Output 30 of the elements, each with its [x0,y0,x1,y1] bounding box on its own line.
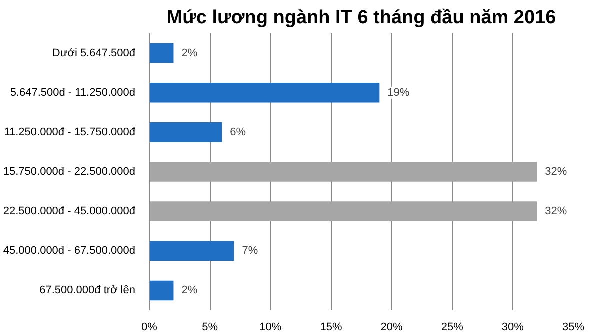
data-label: 2% [182,284,198,297]
x-tick-label: 25% [441,322,464,334]
y-tick-label: 67.500.000đ trở lên [40,284,136,297]
x-tick-label: 10% [260,322,282,334]
bar [150,43,174,64]
data-label: 7% [242,245,258,258]
x-tick-label: 20% [380,322,404,334]
x-tick-label: 15% [320,322,342,334]
y-tick-label: 11.250.000đ - 15.750.000đ [4,126,136,138]
bar [150,241,234,262]
data-label: 32% [545,206,568,218]
y-tick-label: 45.000.000đ - 67.500.000đ [3,245,136,258]
y-tick-label: 22.500.000đ - 45.000.000đ [3,206,136,218]
x-tick-label: 0% [142,322,158,334]
x-tick-label: 35% [562,322,585,334]
data-label: 32% [545,166,568,178]
y-tick-label: 15.750.000đ - 22.500.000đ [3,166,136,178]
bar [150,162,538,182]
data-label: 19% [388,86,410,99]
x-tick-label: 5% [202,322,218,334]
bar [150,122,222,142]
bar [150,202,538,222]
chart-title: Mức lương ngành IT 6 tháng đầu năm 2016 [166,8,556,28]
data-label: 2% [182,47,198,60]
data-label: 6% [230,126,246,138]
y-tick-label: Dưới 5.647.500đ [52,47,136,60]
y-tick-label: 5.647.500đ - 11.250.000đ [10,86,136,99]
bar [150,82,380,103]
x-tick-label: 30% [502,322,524,334]
bar [150,280,174,301]
